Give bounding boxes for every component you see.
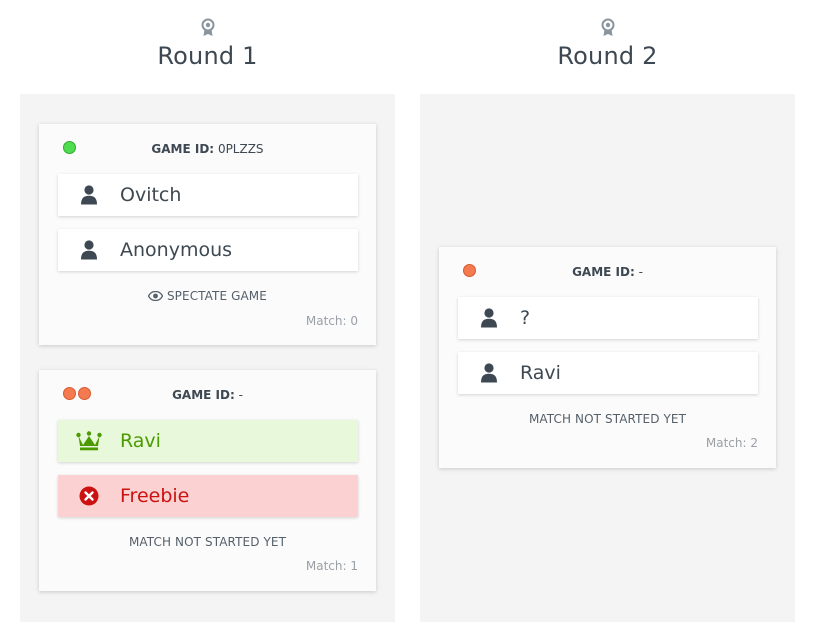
game-id: GAME ID: - (439, 265, 776, 279)
match-number: Match: 0 (305, 314, 358, 328)
player-row-winner[interactable]: Ravi (58, 420, 358, 462)
round-column: GAME ID: - ? (420, 94, 795, 622)
crown-icon (58, 431, 120, 451)
user-icon (58, 240, 120, 260)
status-dot-green (63, 141, 76, 154)
status-dot-red (63, 387, 76, 400)
round-header: Round 2 (420, 18, 795, 80)
status-indicator (463, 264, 476, 278)
user-icon (58, 185, 120, 205)
player-name: Ravi (520, 362, 561, 384)
match-card: GAME ID: - Ravi (39, 370, 376, 591)
player-name: Ravi (120, 430, 161, 452)
status-indicator (63, 141, 76, 155)
status-dot-red (78, 387, 91, 400)
match-number: Match: 1 (305, 559, 358, 573)
game-id-label: GAME ID: (172, 388, 235, 402)
card-header: GAME ID: - (39, 387, 376, 403)
game-id-value: - (238, 388, 243, 402)
player-row[interactable]: ? (458, 297, 758, 339)
spectate-game-link[interactable]: SPECTATE GAME (39, 289, 376, 303)
player-row-loser[interactable]: Freebie (58, 475, 358, 517)
user-icon (458, 363, 520, 383)
game-id: GAME ID: 0PLZZS (39, 142, 376, 156)
player-name: ? (520, 307, 531, 329)
player-row[interactable]: Anonymous (58, 229, 358, 271)
card-header: GAME ID: - (439, 264, 776, 280)
eye-icon (147, 290, 164, 302)
status-indicator (63, 387, 91, 401)
round-title: Round 2 (557, 42, 658, 70)
spectate-label: SPECTATE GAME (166, 289, 267, 303)
round-title: Round 1 (157, 42, 258, 70)
match-status: MATCH NOT STARTED YET (528, 412, 687, 426)
status-dot-red (463, 264, 476, 277)
player-name: Anonymous (120, 239, 233, 261)
player-name: Ovitch (120, 184, 182, 206)
card-header: GAME ID: 0PLZZS (39, 141, 376, 157)
round-header: Round 1 (20, 18, 395, 80)
game-id-value: - (638, 265, 643, 279)
player-name: Freebie (120, 485, 190, 507)
user-icon (458, 308, 520, 328)
match-status: MATCH NOT STARTED YET (128, 535, 287, 549)
game-id: GAME ID: - (39, 388, 376, 402)
player-row[interactable]: Ovitch (58, 174, 358, 216)
medal-icon (601, 18, 614, 36)
medal-icon (201, 18, 214, 36)
match-number: Match: 2 (705, 436, 758, 450)
round-column: GAME ID: 0PLZZS Ovitch (20, 94, 395, 622)
x-circle-icon (58, 486, 120, 506)
game-id-label: GAME ID: (151, 142, 215, 156)
game-id-label: GAME ID: (572, 265, 635, 279)
match-card: GAME ID: 0PLZZS Ovitch (39, 124, 376, 345)
match-card: GAME ID: - ? (439, 247, 776, 468)
player-row[interactable]: Ravi (458, 352, 758, 394)
game-id-value: 0PLZZS (217, 142, 264, 156)
